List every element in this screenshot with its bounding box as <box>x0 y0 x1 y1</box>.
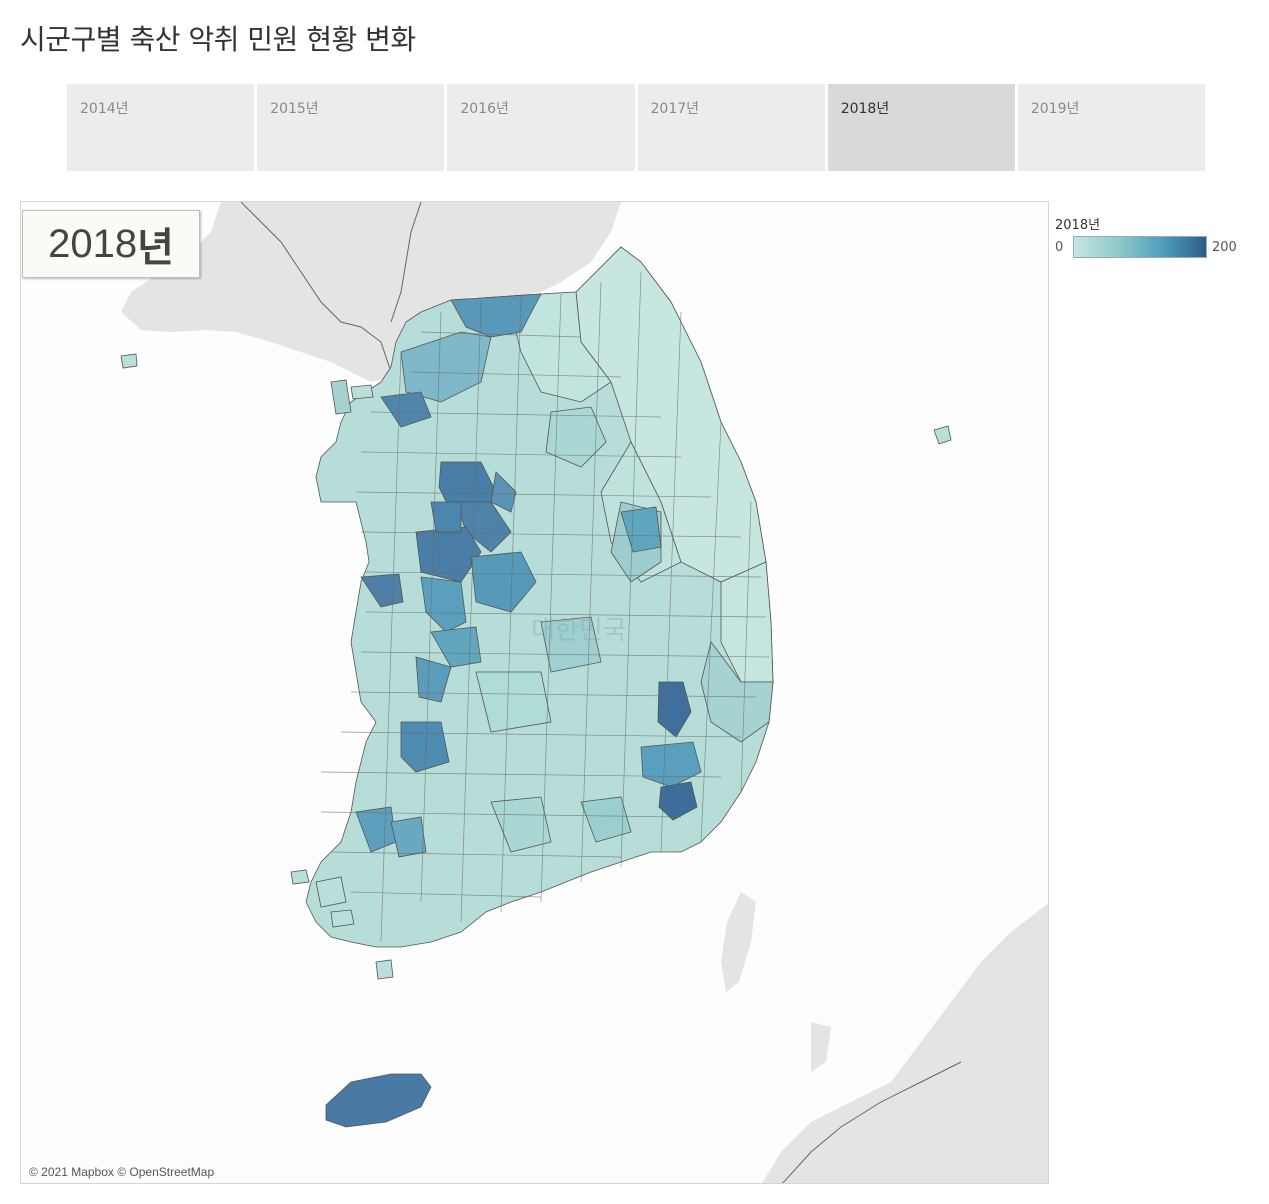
legend-min: 0 <box>1055 239 1064 255</box>
tab-2014[interactable]: 2014년 <box>67 84 258 171</box>
color-legend: 2018년 0 200 <box>1055 214 1255 258</box>
legend-title: 2018년 <box>1055 218 1101 233</box>
ulleungdo <box>933 425 952 445</box>
tab-2018[interactable]: 2018년 <box>827 84 1018 171</box>
year-label-suffix: 년 <box>137 226 174 270</box>
year-label-number: 2018 <box>48 221 138 266</box>
region-boundaries <box>320 271 770 943</box>
legend-gradient-bar <box>1073 236 1207 258</box>
legend-max: 200 <box>1212 239 1237 255</box>
map-canvas[interactable] <box>21 202 1049 1184</box>
year-label-box: 2018 년 <box>22 210 200 278</box>
map-attribution[interactable]: © 2021 Mapbox © OpenStreetMap <box>29 1165 215 1179</box>
choropleth-map[interactable]: 2018 년 대한민국 © 2021 Mapbox © OpenStreetMap <box>20 201 1049 1184</box>
islands[interactable] <box>120 353 952 1128</box>
tab-2017[interactable]: 2017년 <box>637 84 828 171</box>
tab-2016[interactable]: 2016년 <box>447 84 638 171</box>
tab-2015[interactable]: 2015년 <box>257 84 448 171</box>
background-land <box>121 202 1048 1183</box>
border-lines <box>240 202 962 1183</box>
country-watermark: 대한민국 <box>531 616 627 646</box>
jeju-island <box>325 1073 432 1128</box>
tab-2019[interactable]: 2019년 <box>1017 84 1206 171</box>
year-tabs: 2014년 2015년 2016년 2017년 2018년 2019년 <box>67 84 1206 171</box>
dashboard-title: 시군구별 축산 악취 민원 현황 변화 <box>20 23 416 56</box>
south-korea-regions[interactable] <box>305 246 774 948</box>
